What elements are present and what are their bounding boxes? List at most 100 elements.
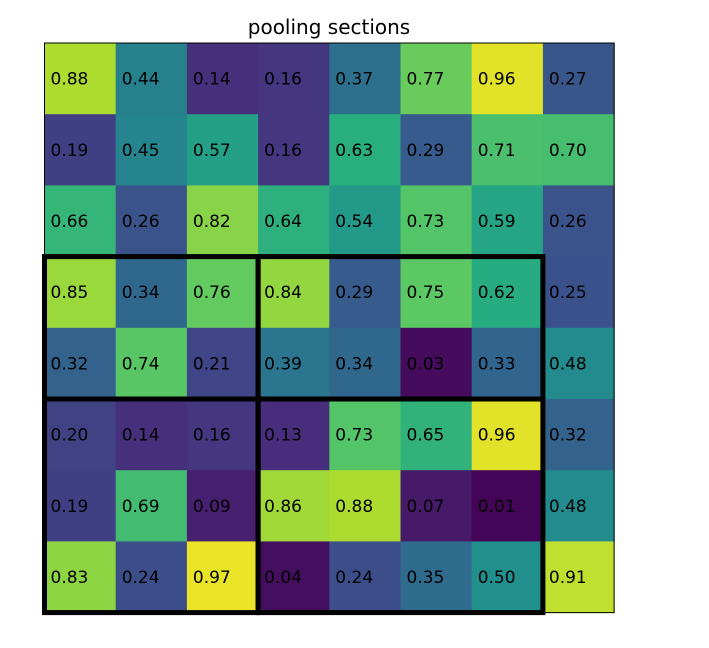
heatmap-cell-label: 0.50 xyxy=(478,568,516,588)
heatmap-cell xyxy=(258,43,330,115)
heatmap-cell xyxy=(115,256,188,329)
heatmap-cell-label: 0.66 xyxy=(51,212,89,232)
heatmap-cell-label: 0.16 xyxy=(264,141,302,161)
heatmap-cell xyxy=(44,470,117,542)
heatmap-cell-label: 0.09 xyxy=(193,497,231,517)
heatmap-cell-label: 0.24 xyxy=(122,568,160,588)
heatmap-cell-label: 0.65 xyxy=(407,426,445,446)
heatmap-cell xyxy=(186,541,259,614)
heatmap-cell-label: 0.44 xyxy=(122,70,160,90)
heatmap-cell-label: 0.07 xyxy=(407,497,445,517)
heatmap-cell-label: 0.86 xyxy=(264,497,302,517)
heatmap-cell xyxy=(44,541,117,614)
heatmap-cell-label: 0.24 xyxy=(335,568,373,588)
heatmap-cell xyxy=(258,256,330,329)
heatmap-cell xyxy=(258,185,330,258)
heatmap-cell-label: 0.29 xyxy=(407,141,445,161)
heatmap-cell xyxy=(542,541,615,614)
heatmap-cell xyxy=(115,399,188,471)
heatmap-cell-label: 0.26 xyxy=(549,212,587,232)
heatmap-cell xyxy=(400,185,473,258)
heatmap-cell-label: 0.32 xyxy=(549,426,587,446)
heatmap-cell-label: 0.48 xyxy=(549,354,587,374)
chart-title: pooling sections xyxy=(248,15,410,39)
heatmap-cell-label: 0.69 xyxy=(122,497,160,517)
heatmap-cell-label: 0.48 xyxy=(549,497,587,517)
heatmap-cell-label: 0.97 xyxy=(193,568,231,588)
heatmap-cell-label: 0.85 xyxy=(51,283,89,303)
heatmap-cell-label: 0.75 xyxy=(407,283,445,303)
heatmap-cell-label: 0.71 xyxy=(478,141,516,161)
heatmap-cell-label: 0.96 xyxy=(478,426,516,446)
heatmap-cell xyxy=(471,256,544,329)
heatmap-cell xyxy=(115,327,188,400)
heatmap-cell xyxy=(542,43,615,115)
heatmap-cell xyxy=(400,43,473,115)
heatmap-cell-label: 0.26 xyxy=(122,212,160,232)
heatmap-cell xyxy=(186,470,259,542)
heatmap-cell-label: 0.35 xyxy=(407,568,445,588)
heatmap-cell xyxy=(115,114,188,186)
heatmap-cell-label: 0.88 xyxy=(51,70,89,90)
heatmap-cell xyxy=(186,327,259,400)
heatmap-cell xyxy=(329,541,402,614)
heatmap-cell-label: 0.14 xyxy=(122,426,160,446)
heatmap-cell xyxy=(44,327,117,400)
heatmap-cell xyxy=(329,43,402,115)
heatmap-cell xyxy=(329,327,402,400)
heatmap-cell xyxy=(44,185,117,258)
heatmap-cell xyxy=(115,470,188,542)
heatmap-cell xyxy=(329,114,402,186)
heatmap-cell xyxy=(186,185,259,258)
heatmap-cell-label: 0.21 xyxy=(193,354,231,374)
heatmap-cell xyxy=(471,185,544,258)
heatmap-cell-label: 0.96 xyxy=(478,70,516,90)
heatmap-cell xyxy=(542,399,615,471)
heatmap-cell-label: 0.01 xyxy=(478,497,516,517)
heatmap-cell-label: 0.19 xyxy=(51,141,89,161)
heatmap-cell-labels: 0.88 0.44 0.14 0.16 0.37 0.77 0.96 0.27 0.19 0.45… xyxy=(51,70,587,588)
heatmap-cell xyxy=(542,185,615,258)
heatmap-cell xyxy=(186,43,259,115)
heatmap-cell-label: 0.04 xyxy=(264,568,302,588)
heatmap-cell-label: 0.32 xyxy=(51,354,89,374)
heatmap-cell xyxy=(186,114,259,186)
heatmap-cell xyxy=(471,470,544,542)
heatmap-cell-label: 0.25 xyxy=(549,283,587,303)
heatmap-cell xyxy=(115,185,188,258)
heatmap-cell xyxy=(186,256,259,329)
heatmap-cell-label: 0.57 xyxy=(193,141,231,161)
heatmap-cell xyxy=(44,256,117,329)
heatmap-cell-label: 0.91 xyxy=(549,568,587,588)
heatmap-cell xyxy=(542,327,615,400)
heatmap-cell xyxy=(542,256,615,329)
heatmap-cell xyxy=(258,399,330,471)
heatmap-cell-label: 0.82 xyxy=(193,212,231,232)
heatmap-cell xyxy=(329,470,402,542)
heatmap-cell-label: 0.39 xyxy=(264,354,302,374)
heatmap-cell-label: 0.13 xyxy=(264,426,302,446)
heatmap-cell xyxy=(542,470,615,542)
heatmap-cells xyxy=(44,43,615,614)
heatmap-cell-label: 0.19 xyxy=(51,497,89,517)
heatmap-cell-label: 0.14 xyxy=(193,70,231,90)
heatmap-cell-label: 0.74 xyxy=(122,354,160,374)
heatmap-cell xyxy=(400,399,473,471)
heatmap-cell xyxy=(258,470,330,542)
heatmap-cell xyxy=(471,327,544,400)
heatmap-cell xyxy=(186,399,259,471)
heatmap-cell xyxy=(400,541,473,614)
heatmap-cell xyxy=(329,399,402,471)
heatmap-cell xyxy=(44,43,117,115)
heatmap-cell-label: 0.33 xyxy=(478,354,516,374)
heatmap-cell xyxy=(400,327,473,400)
heatmap-cell-label: 0.76 xyxy=(193,283,231,303)
pooling-section-outlines xyxy=(42,254,546,616)
heatmap-cell xyxy=(471,114,544,186)
heatmap-cell-label: 0.64 xyxy=(264,212,302,232)
heatmap-cell-label: 0.77 xyxy=(407,70,445,90)
heatmap-cell-label: 0.70 xyxy=(549,141,587,161)
heatmap-cell xyxy=(471,399,544,471)
heatmap-cell xyxy=(471,541,544,614)
